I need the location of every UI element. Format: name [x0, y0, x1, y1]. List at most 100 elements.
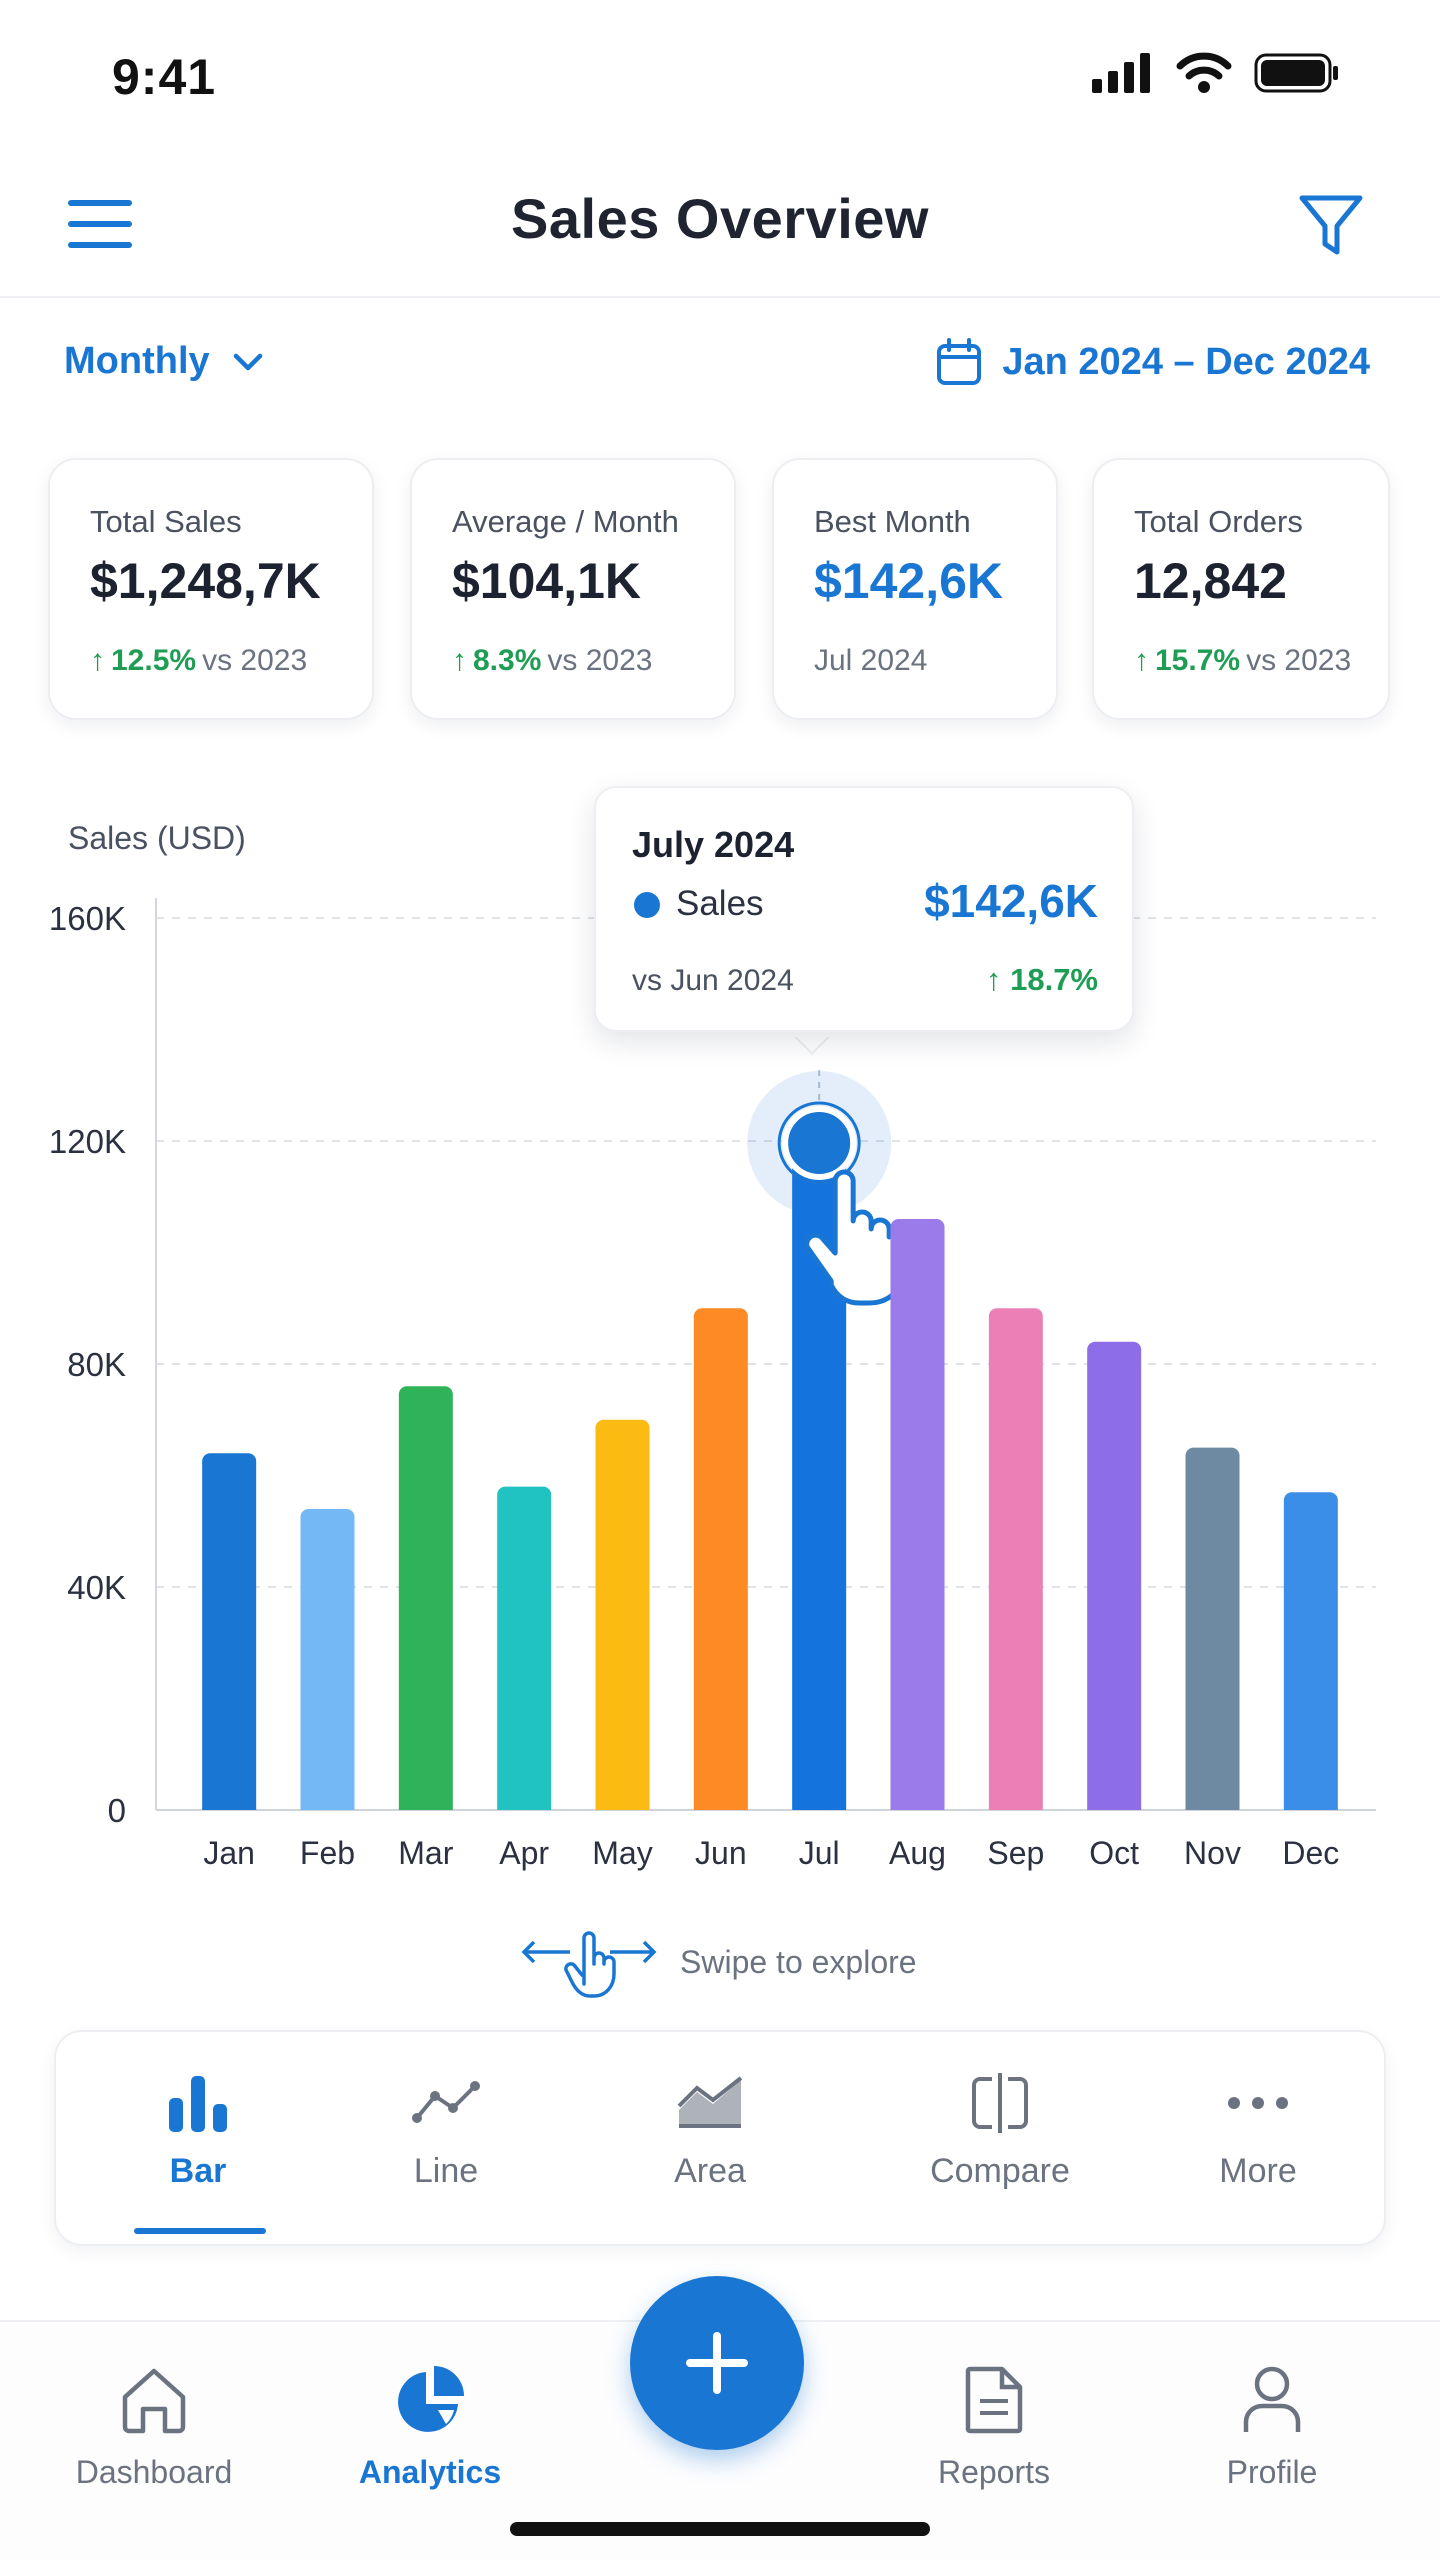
- x-tick-label: Apr: [499, 1835, 549, 1871]
- document-icon: [965, 2366, 1023, 2434]
- chart-type-compare[interactable]: Compare: [900, 2068, 1100, 2191]
- line-chart-icon: [412, 2081, 480, 2123]
- swipe-hint-label: Swipe to explore: [680, 1943, 917, 1980]
- nav-label: Dashboard: [75, 2454, 233, 2490]
- kpi-value: $104,1K: [452, 553, 642, 609]
- x-tick-label: Feb: [300, 1835, 355, 1871]
- y-tick-label: 120K: [49, 1123, 126, 1160]
- tooltip-series: Sales: [676, 884, 764, 923]
- kpi-value: 12,842: [1134, 553, 1287, 609]
- nav-label: Reports: [937, 2454, 1051, 2490]
- chart-type-more[interactable]: More: [1158, 2068, 1358, 2191]
- series-dot-icon: [634, 892, 660, 918]
- wifi-icon: [1176, 52, 1232, 93]
- kpi-label: Total Sales: [90, 504, 242, 539]
- arrow-up-icon: ↑: [452, 644, 467, 677]
- calendar-icon: [937, 338, 982, 385]
- kpi-delta: ↑ 15.7% vs 2023: [1134, 644, 1351, 678]
- status-bar: 9:41: [0, 0, 1440, 150]
- selection-ring: [777, 1101, 861, 1185]
- x-tick-label: Jun: [695, 1835, 747, 1871]
- y-tick-label: 160K: [49, 900, 126, 937]
- nav-label: Profile: [1226, 2454, 1318, 2490]
- tooltip-value: $142,6K: [924, 875, 1098, 927]
- chart-type-label: Bar: [169, 2152, 227, 2190]
- chevron-down-icon: [233, 353, 262, 370]
- y-tick-label: 0: [108, 1792, 126, 1829]
- arrow-up-icon: ↑: [90, 644, 105, 677]
- bar-sep: [988, 1308, 1043, 1810]
- y-tick-label: 40K: [67, 1569, 126, 1606]
- x-tick-label: Oct: [1089, 1835, 1139, 1871]
- chart-type-area[interactable]: Area: [610, 2068, 810, 2191]
- date-range-picker[interactable]: Jan 2024 – Dec 2024: [936, 338, 1370, 386]
- x-tick-label: Aug: [889, 1835, 946, 1871]
- kpi-label: Average / Month: [452, 504, 679, 539]
- kpi-delta: ↑ 8.3% vs 2023: [452, 644, 652, 678]
- bar-chart: 0 40K 80K 120K 160K Jan Feb Mar Apr May Jun Jul Aug S…: [49, 898, 1376, 1871]
- nav-profile[interactable]: Profile: [1162, 2358, 1382, 2491]
- x-tick-label: Nov: [1184, 1835, 1241, 1871]
- kpi-label: Best Month: [814, 504, 971, 539]
- kpi-label: Total Orders: [1134, 504, 1303, 539]
- period-dropdown[interactable]: Monthly: [64, 340, 264, 383]
- battery-icon: [1254, 53, 1338, 93]
- x-tick-label: Jul: [799, 1835, 840, 1871]
- bar-jul: [792, 1141, 847, 1810]
- add-button[interactable]: [630, 2276, 804, 2450]
- bar-feb: [300, 1508, 355, 1810]
- home-indicator: [510, 2522, 930, 2536]
- area-chart-icon: [677, 2076, 743, 2128]
- bar-mar: [398, 1386, 453, 1810]
- bar-dec: [1283, 1492, 1338, 1810]
- bar-jan: [202, 1453, 257, 1810]
- chart-type-line[interactable]: Line: [346, 2068, 546, 2191]
- bar-chart-icon: [169, 2076, 227, 2132]
- chart-type-label: More: [1219, 2152, 1297, 2190]
- chart-type-label: Area: [674, 2152, 746, 2190]
- kpi-delta: ↑ 12.5% vs 2023: [90, 644, 307, 678]
- active-tab-indicator: [134, 2228, 266, 2234]
- nav-analytics[interactable]: Analytics: [320, 2358, 540, 2491]
- kpi-card-total-orders[interactable]: Total Orders 12,842 ↑ 15.7% vs 2023: [1092, 458, 1390, 720]
- kpi-compare: vs 2023: [202, 644, 308, 677]
- swipe-gesture-icon: [521, 1931, 657, 1998]
- compare-icon: [972, 2073, 1028, 2133]
- bar-may: [595, 1419, 650, 1810]
- date-range-label: Jan 2024 – Dec 2024: [1002, 340, 1370, 383]
- arrow-up-icon: ↑: [1134, 644, 1149, 677]
- period-label: Monthly: [64, 340, 210, 382]
- kpi-card-total-sales[interactable]: Total Sales $1,248,7K ↑ 12.5% vs 2023: [48, 458, 374, 720]
- x-tick-label: Sep: [987, 1835, 1044, 1871]
- status-time: 9:41: [112, 49, 217, 105]
- filter-button[interactable]: [1296, 190, 1366, 260]
- kpi-compare: vs 2023: [547, 644, 653, 677]
- chart-tooltip: July 2024 Sales $142,6K vs Jun 2024 ↑ 18…: [594, 786, 1134, 1032]
- kpi-card-average-month[interactable]: Average / Month $104,1K ↑ 8.3% vs 2023: [410, 458, 736, 720]
- nav-dashboard[interactable]: Dashboard: [44, 2358, 264, 2491]
- kpi-change: 12.5%: [111, 644, 197, 677]
- kpi-card-best-month[interactable]: Best Month $142,6K Jul 2024: [772, 458, 1058, 720]
- x-tick-label: Jan: [203, 1835, 255, 1871]
- x-tick-label: Dec: [1282, 1835, 1339, 1871]
- y-axis-title: Sales (USD): [68, 820, 246, 856]
- x-tick-label: Mar: [398, 1835, 453, 1871]
- person-icon: [1243, 2366, 1301, 2432]
- bar-jun: [693, 1308, 748, 1810]
- more-icon: [1228, 2097, 1288, 2109]
- kpi-change: 15.7%: [1155, 644, 1241, 677]
- app-header: Sales Overview: [0, 150, 1440, 298]
- hamburger-icon: [68, 200, 132, 248]
- arrow-up-icon: ↑: [985, 962, 1011, 997]
- chart-type-selector: Bar Line Area Com: [54, 2030, 1386, 2246]
- nav-label: Analytics: [358, 2454, 502, 2490]
- menu-button[interactable]: [66, 194, 136, 254]
- filter-icon: [1299, 195, 1363, 255]
- bar-apr: [497, 1486, 552, 1810]
- signal-icon: [1092, 53, 1150, 93]
- kpi-value: $1,248,7K: [90, 553, 321, 609]
- tooltip-change-value: 18.7%: [1010, 962, 1098, 997]
- nav-reports[interactable]: Reports: [884, 2358, 1104, 2491]
- bar-nov: [1185, 1447, 1240, 1810]
- chart-type-bar[interactable]: Bar: [98, 2068, 298, 2191]
